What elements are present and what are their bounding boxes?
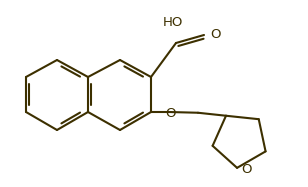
Text: O: O	[241, 163, 252, 176]
Text: O: O	[165, 107, 175, 119]
Text: O: O	[210, 27, 221, 41]
Text: HO: HO	[163, 16, 183, 29]
